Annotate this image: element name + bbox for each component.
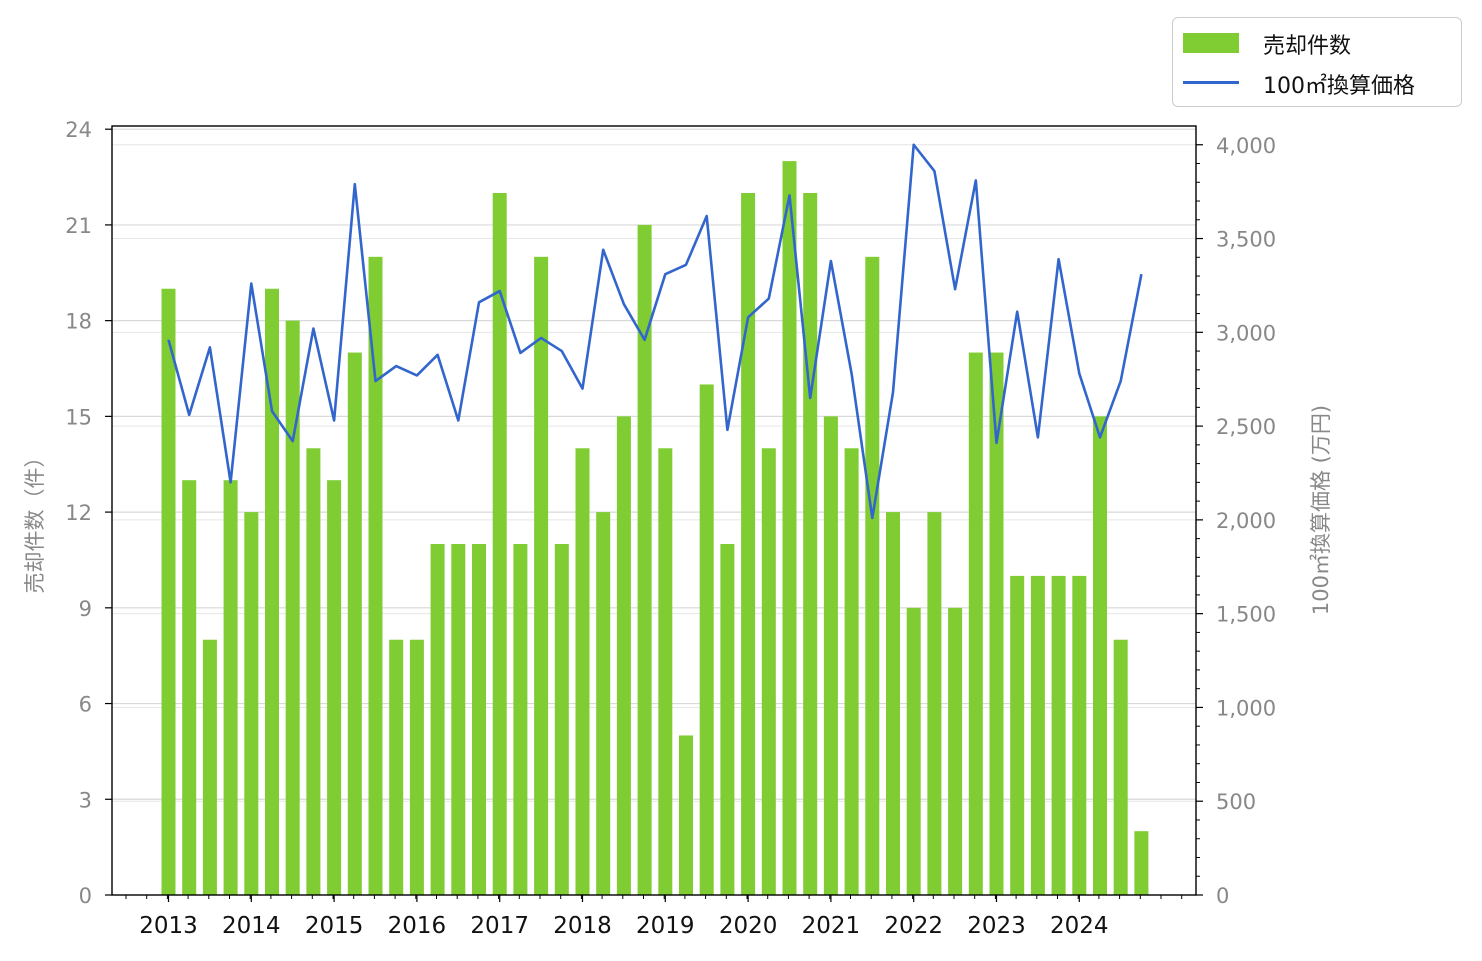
legend-line-label: 100㎡換算価格 [1263, 74, 1415, 99]
x-tick-label: 2017 [470, 913, 529, 939]
bar [782, 161, 797, 895]
bar [1113, 639, 1128, 895]
bar [244, 512, 259, 895]
legend-line-swatch [1183, 81, 1239, 84]
bar [1030, 575, 1045, 895]
bar [347, 352, 362, 895]
bar [265, 288, 279, 895]
bar [1010, 575, 1025, 895]
y-left-tick-label: 9 [79, 597, 92, 621]
bar [306, 448, 321, 895]
legend-bar-swatch [1183, 33, 1239, 53]
y-left-tick-label: 6 [79, 693, 92, 717]
bar [451, 544, 466, 895]
y-axis-right-label: 100㎡換算価格 (万円) [1309, 405, 1333, 615]
y-left-tick-label: 12 [65, 501, 92, 525]
y-axis-left-label: 売却件数（件） [23, 447, 47, 594]
y-left-tick-label: 21 [65, 214, 92, 238]
bar [658, 448, 673, 895]
y-left-tick-label: 15 [65, 405, 92, 429]
x-tick-label: 2019 [636, 913, 695, 939]
x-tick-label: 2016 [388, 913, 447, 939]
y-right-tick-label: 1,500 [1216, 603, 1276, 627]
bar [492, 193, 507, 895]
bar [1072, 575, 1087, 895]
x-tick-label: 2024 [1050, 913, 1109, 939]
legend-bar-label: 売却件数 [1263, 34, 1352, 59]
y-left-tick-label: 3 [79, 788, 92, 812]
y-left-tick-label: 0 [79, 884, 92, 908]
bar [327, 480, 342, 895]
y-right-tick-label: 500 [1216, 790, 1256, 814]
x-tick-label: 2015 [305, 913, 364, 939]
y-right-tick-label: 3,000 [1216, 321, 1276, 345]
bar [803, 193, 818, 895]
bar [513, 544, 528, 895]
bar [906, 607, 921, 895]
bar [679, 735, 693, 895]
bar [1134, 831, 1149, 895]
x-tick-label: 2014 [222, 913, 281, 939]
bar [741, 193, 756, 895]
bar [534, 256, 549, 896]
x-tick-label: 2022 [884, 913, 943, 939]
bar [202, 639, 217, 895]
plot-frame [111, 125, 1197, 896]
price-line [167, 143, 1143, 520]
x-tick-label: 2023 [967, 913, 1026, 939]
y-right-tick-label: 2,500 [1216, 415, 1276, 439]
bar [223, 480, 238, 895]
bar [720, 544, 735, 895]
bar [430, 544, 445, 895]
y-right-tick-label: 4,000 [1216, 134, 1276, 158]
bar [968, 352, 983, 895]
bar [886, 512, 900, 895]
legend: 売却件数 100㎡換算価格 [1172, 17, 1462, 107]
bar [389, 639, 404, 895]
bar [989, 352, 1004, 895]
bar [844, 448, 859, 895]
y-left-tick-label: 18 [65, 310, 92, 334]
y-right-tick-label: 3,500 [1216, 228, 1276, 252]
bar [616, 416, 631, 895]
bar [472, 544, 486, 895]
axes: 0 3 6 9 12 15 18 21 24 0 500 1,000 1,500 2,000 2,500 3,… [65, 118, 1276, 939]
bar [161, 288, 176, 895]
bar [575, 448, 590, 895]
bar [1051, 575, 1066, 895]
bar [1093, 416, 1107, 895]
y-right-tick-label: 0 [1216, 884, 1229, 908]
bar-series [161, 161, 1149, 896]
bar [761, 448, 776, 895]
bar [182, 480, 197, 895]
x-tick-label: 2020 [719, 913, 778, 939]
x-tick-label: 2021 [802, 913, 861, 939]
x-tick-label: 2013 [139, 913, 198, 939]
bar [823, 416, 838, 895]
bar [948, 607, 963, 895]
line-series [167, 143, 1143, 520]
bar [285, 320, 300, 895]
y-right-tick-label: 2,000 [1216, 509, 1276, 533]
bar [699, 384, 714, 895]
y-right-tick-label: 1,000 [1216, 696, 1276, 720]
x-tick-label: 2018 [553, 913, 612, 939]
bar [927, 512, 942, 895]
bar [865, 256, 880, 896]
bar [637, 224, 652, 896]
bar [554, 544, 569, 895]
bar [409, 639, 424, 895]
y-left-tick-label: 24 [65, 118, 92, 142]
bar [368, 256, 383, 896]
bar [596, 512, 611, 895]
